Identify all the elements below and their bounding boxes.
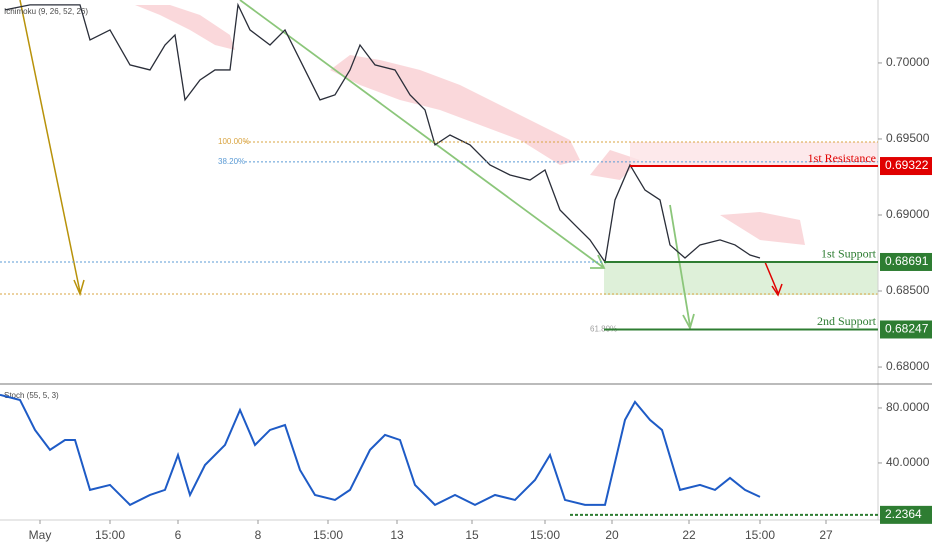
price-tag-label: 0.68691 <box>885 254 929 268</box>
ichimoku-cloud <box>135 5 805 245</box>
price-tag <box>880 505 932 524</box>
y-tick-label: 0.69500 <box>886 131 930 145</box>
x-tick-label: 15 <box>465 528 479 542</box>
x-tick-label: 27 <box>819 528 833 542</box>
x-tick-label: 20 <box>605 528 619 542</box>
x-tick-label: 15:00 <box>745 528 775 542</box>
fib-label: 61.80% <box>590 325 617 334</box>
y-tick-label: 0.68500 <box>886 283 930 297</box>
y-tick-label: 0.69000 <box>886 207 930 221</box>
x-tick-label: 15:00 <box>313 528 343 542</box>
y-tick-label: 0.70000 <box>886 55 930 69</box>
price-line <box>4 2 761 264</box>
support-zone <box>604 262 878 295</box>
level-label: 1st Resistance <box>808 151 876 165</box>
price-tag <box>880 157 932 176</box>
fib-label: 38.20% <box>218 157 245 166</box>
price-tag <box>880 252 932 271</box>
indicator-label: Ichimoku (9, 26, 52, 26) <box>4 7 88 16</box>
fib-label: 100.00% <box>218 137 250 146</box>
y-tick-label: 0.68000 <box>886 359 930 373</box>
trend-arrows <box>19 0 783 331</box>
indicator-label: Stoch (55, 5, 3) <box>4 391 59 400</box>
price-tag-label: 0.69322 <box>885 158 929 172</box>
level-label: 1st Support <box>821 247 877 261</box>
x-tick-label: 8 <box>255 528 262 542</box>
x-tick-label: 13 <box>390 528 404 542</box>
x-tick-label: 22 <box>682 528 696 542</box>
x-tick-label: 6 <box>175 528 182 542</box>
price-tag-label: 2.2364 <box>885 507 922 521</box>
level-label: 2nd Support <box>817 314 877 328</box>
x-tick-label: 15:00 <box>530 528 560 542</box>
x-tick-label: May <box>29 528 52 542</box>
y-tick-label: 40.0000 <box>886 455 930 469</box>
resistance-zone <box>630 142 878 166</box>
price-line <box>0 393 761 507</box>
price-tag-label: 0.68247 <box>885 322 929 336</box>
y-tick-label: 80.0000 <box>886 400 930 414</box>
price-tag <box>880 320 932 339</box>
x-tick-label: 15:00 <box>95 528 125 542</box>
